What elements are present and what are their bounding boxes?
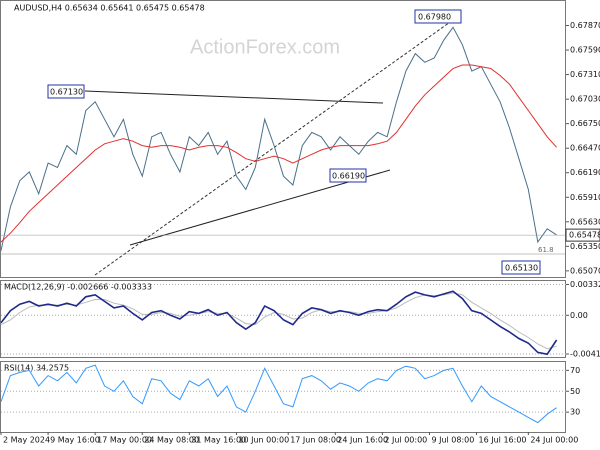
x-tick-label: 10 Jun 00:00 [238, 436, 289, 445]
y-tick-label: 0.00 [570, 311, 588, 320]
series-line [0, 64, 557, 243]
y-tick-label: 0.65070 [570, 266, 600, 275]
x-tick-label: 24 Jul 00:00 [530, 436, 578, 445]
y-tick-label: 0.66190 [570, 168, 600, 177]
y-tick-label: 0.67310 [570, 70, 600, 79]
y-tick-label: 50 [570, 387, 580, 396]
macd-panel [0, 280, 566, 358]
y-tick-label: 70 [570, 366, 580, 375]
y-tick-label: 30 [570, 408, 580, 417]
rsi-panel [0, 361, 566, 433]
level-label: 0.67980 [418, 13, 451, 22]
x-tick-label: 9 May 16:00 [50, 436, 100, 445]
y-tick-label: 0.66470 [570, 144, 600, 153]
label-box [501, 260, 541, 275]
macd-title: MACD(12,26,9) -0.002666 -0.003333 [4, 283, 152, 292]
level-label: 0.65130 [505, 264, 538, 273]
x-tick-label: 16 Jul 16:00 [479, 436, 527, 445]
triangle-top [84, 90, 384, 104]
x-tick-label: 17 Jun 08:00 [290, 436, 341, 445]
y-tick-label: 0.67030 [570, 95, 600, 104]
current-price-label: 0.65478 [569, 231, 600, 240]
x-tick-label: 2 Jul 00:00 [384, 436, 427, 445]
level-label: 0.67130 [50, 88, 83, 97]
x-tick-label: 9 Jul 08:00 [431, 436, 474, 445]
label-box [329, 168, 367, 183]
x-tick-label: 31 May 16:00 [191, 436, 246, 445]
label-box [47, 84, 85, 99]
series-line [0, 290, 558, 356]
series-line [0, 364, 557, 424]
y-tick-label: 0.67590 [570, 46, 600, 55]
price-panel [0, 0, 566, 278]
x-tick-label: 24 Jun 16:00 [337, 436, 388, 445]
x-tick-label: 24 May 08:00 [144, 436, 199, 445]
fib-label: 61.8 [538, 246, 554, 254]
chart-title: AUDUSD,H4 0.65634 0.65641 0.65475 0.6547… [14, 4, 205, 13]
y-tick-label: 0.65350 [570, 242, 600, 251]
y-tick-label: 0.003321 [570, 280, 600, 289]
y-tick-label: 0.65910 [570, 193, 600, 202]
series-line [0, 26, 557, 251]
y-tick-label: 0.67870 [570, 21, 600, 30]
y-tick-label: 0.66750 [570, 119, 600, 128]
watermark: ActionForex.com [190, 36, 340, 58]
current-price-box [565, 228, 600, 242]
y-tick-label: 0.65630 [570, 217, 600, 226]
y-tick-label: -0.004178 [570, 350, 600, 359]
series-line [0, 292, 557, 350]
x-tick-label: 2 May 2024 [3, 436, 50, 445]
rsi-title: RSI(14) 34.2575 [4, 364, 69, 373]
label-box [414, 9, 462, 24]
level-label: 0.66190 [332, 172, 365, 181]
x-tick-label: 17 May 00:00 [97, 436, 152, 445]
